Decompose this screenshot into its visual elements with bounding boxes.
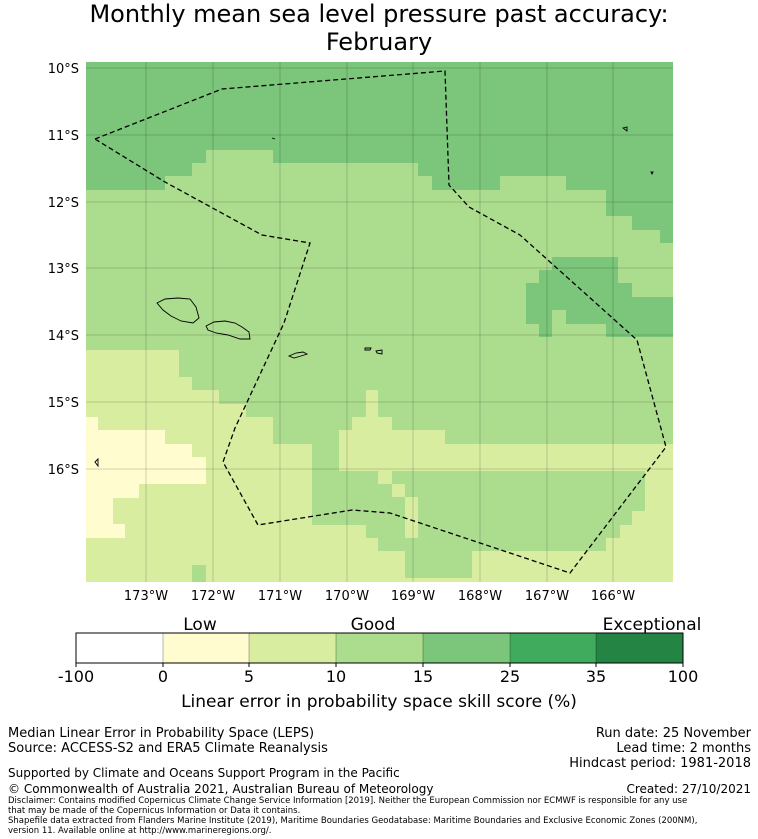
lon-label-170W: 170°W — [325, 589, 369, 604]
footer-run-date: Run date: 25 November — [595, 726, 751, 741]
lon-label-167W: 167°W — [525, 589, 569, 604]
colorbar-tick-label: 0 — [158, 667, 168, 686]
lat-label-11S: 11°S — [48, 129, 79, 144]
island-rose — [650, 171, 654, 176]
island-ofu — [364, 347, 372, 351]
lon-label-172W: 172°W — [191, 589, 235, 604]
footer-lead-time: Lead time: 2 months — [616, 741, 751, 756]
eez-boundary — [93, 70, 667, 574]
island-swains — [621, 126, 628, 132]
islands — [94, 126, 654, 468]
skill-region-south-good-b — [486, 511, 620, 551]
footer-disclaimer: Disclaimer: Contains modified Copernicus… — [8, 796, 753, 836]
colorbar-tick-label: 25 — [500, 667, 520, 686]
footer-disclaimer-line-2: that may be made of the Copernicus Infor… — [8, 806, 301, 816]
island-savaii — [156, 297, 200, 324]
colorbar-tick-label: 5 — [244, 667, 254, 686]
skill-region-south-good-c — [192, 565, 206, 582]
lon-label-169W: 169°W — [391, 589, 435, 604]
colorbar-tick-label: 100 — [668, 667, 699, 686]
title-line-1: Monthly mean sea level pressure past acc… — [89, 0, 669, 28]
lat-label-14S: 14°S — [48, 329, 79, 344]
colorbar-segment-2 — [163, 633, 249, 663]
island-upolu — [205, 320, 251, 340]
lon-label-171W: 171°W — [258, 589, 302, 604]
footer-copyright: © Commonwealth of Australia 2021, Austra… — [8, 782, 434, 796]
footer-created: Created: 27/10/2021 — [626, 782, 751, 796]
island-tau — [375, 349, 383, 355]
colorbar-frame — [75, 632, 684, 664]
colorbar-label-low: Low — [183, 615, 217, 635]
colorbar-tick-label: 15 — [413, 667, 433, 686]
skill-region-east-patch — [526, 257, 673, 337]
footer-shapefile-line-2: version 11. Available online at http://w… — [8, 826, 272, 836]
footer-left: Median Linear Error in Probability Space… — [8, 726, 328, 756]
lat-label-16S: 16°S — [48, 463, 79, 478]
island-small-north — [271, 137, 276, 140]
colorbar: Low Good Exceptional - — [58, 615, 702, 686]
graticule — [86, 62, 673, 582]
skill-region-south-low — [86, 350, 673, 582]
page-title: Monthly mean sea level pressure past acc… — [0, 0, 758, 56]
footer-source: Source: ACCESS-S2 and ERA5 Climate Reana… — [8, 741, 328, 756]
footer-hindcast: Hindcast period: 1981-2018 — [569, 756, 751, 771]
skill-field — [86, 62, 673, 582]
colorbar-title: Linear error in probability space skill … — [181, 692, 577, 712]
skill-region-very-low — [86, 417, 206, 538]
lat-label-12S: 12°S — [48, 196, 79, 211]
lat-label-15S: 15°S — [48, 396, 79, 411]
title-line-2: February — [325, 28, 433, 56]
colorbar-label-exceptional: Exceptional — [603, 615, 702, 635]
colorbar-tick-label: -100 — [58, 667, 94, 686]
footer-support: Supported by Climate and Oceans Support … — [8, 766, 400, 780]
colorbar-label-good: Good — [351, 615, 396, 635]
colorbar-segment-7 — [596, 633, 683, 663]
lat-label-10S: 10°S — [48, 62, 79, 77]
lon-label-168W: 168°W — [458, 589, 502, 604]
footer-method: Median Linear Error in Probability Space… — [8, 726, 315, 741]
lon-label-166W: 166°W — [591, 589, 635, 604]
colorbar-tick-label: 10 — [326, 667, 346, 686]
longitude-labels: 173°W 172°W 171°W 170°W 169°W 168°W 167°… — [124, 589, 635, 604]
colorbar-segment-6 — [510, 633, 596, 663]
island-small-west — [94, 457, 99, 468]
footer-right: Run date: 25 November Lead time: 2 month… — [451, 726, 751, 771]
colorbar-segment-4 — [336, 633, 423, 663]
colorbar-segment-3 — [249, 633, 336, 663]
skill-region-central-low — [339, 390, 673, 471]
colorbar-segment-5 — [423, 633, 510, 663]
lon-label-173W: 173°W — [124, 589, 168, 604]
skill-region-south-good-a — [312, 471, 472, 578]
colorbar-segment-1 — [76, 633, 163, 663]
footer-shapefile-line-1: Shapefile data extracted from Flanders M… — [8, 816, 698, 826]
footer-disclaimer-line-1: Disclaimer: Contains modified Copernicus… — [8, 796, 688, 806]
latitude-labels: 10°S 11°S 12°S 13°S 14°S 15°S 16°S — [48, 62, 79, 478]
map-figure: 10°S 11°S 12°S 13°S 14°S 15°S 16°S 173°W… — [48, 62, 702, 686]
island-tutuila — [287, 351, 309, 359]
lat-label-13S: 13°S — [48, 262, 79, 277]
skill-region-north-band — [86, 62, 673, 243]
colorbar-tick-label: 35 — [586, 667, 606, 686]
